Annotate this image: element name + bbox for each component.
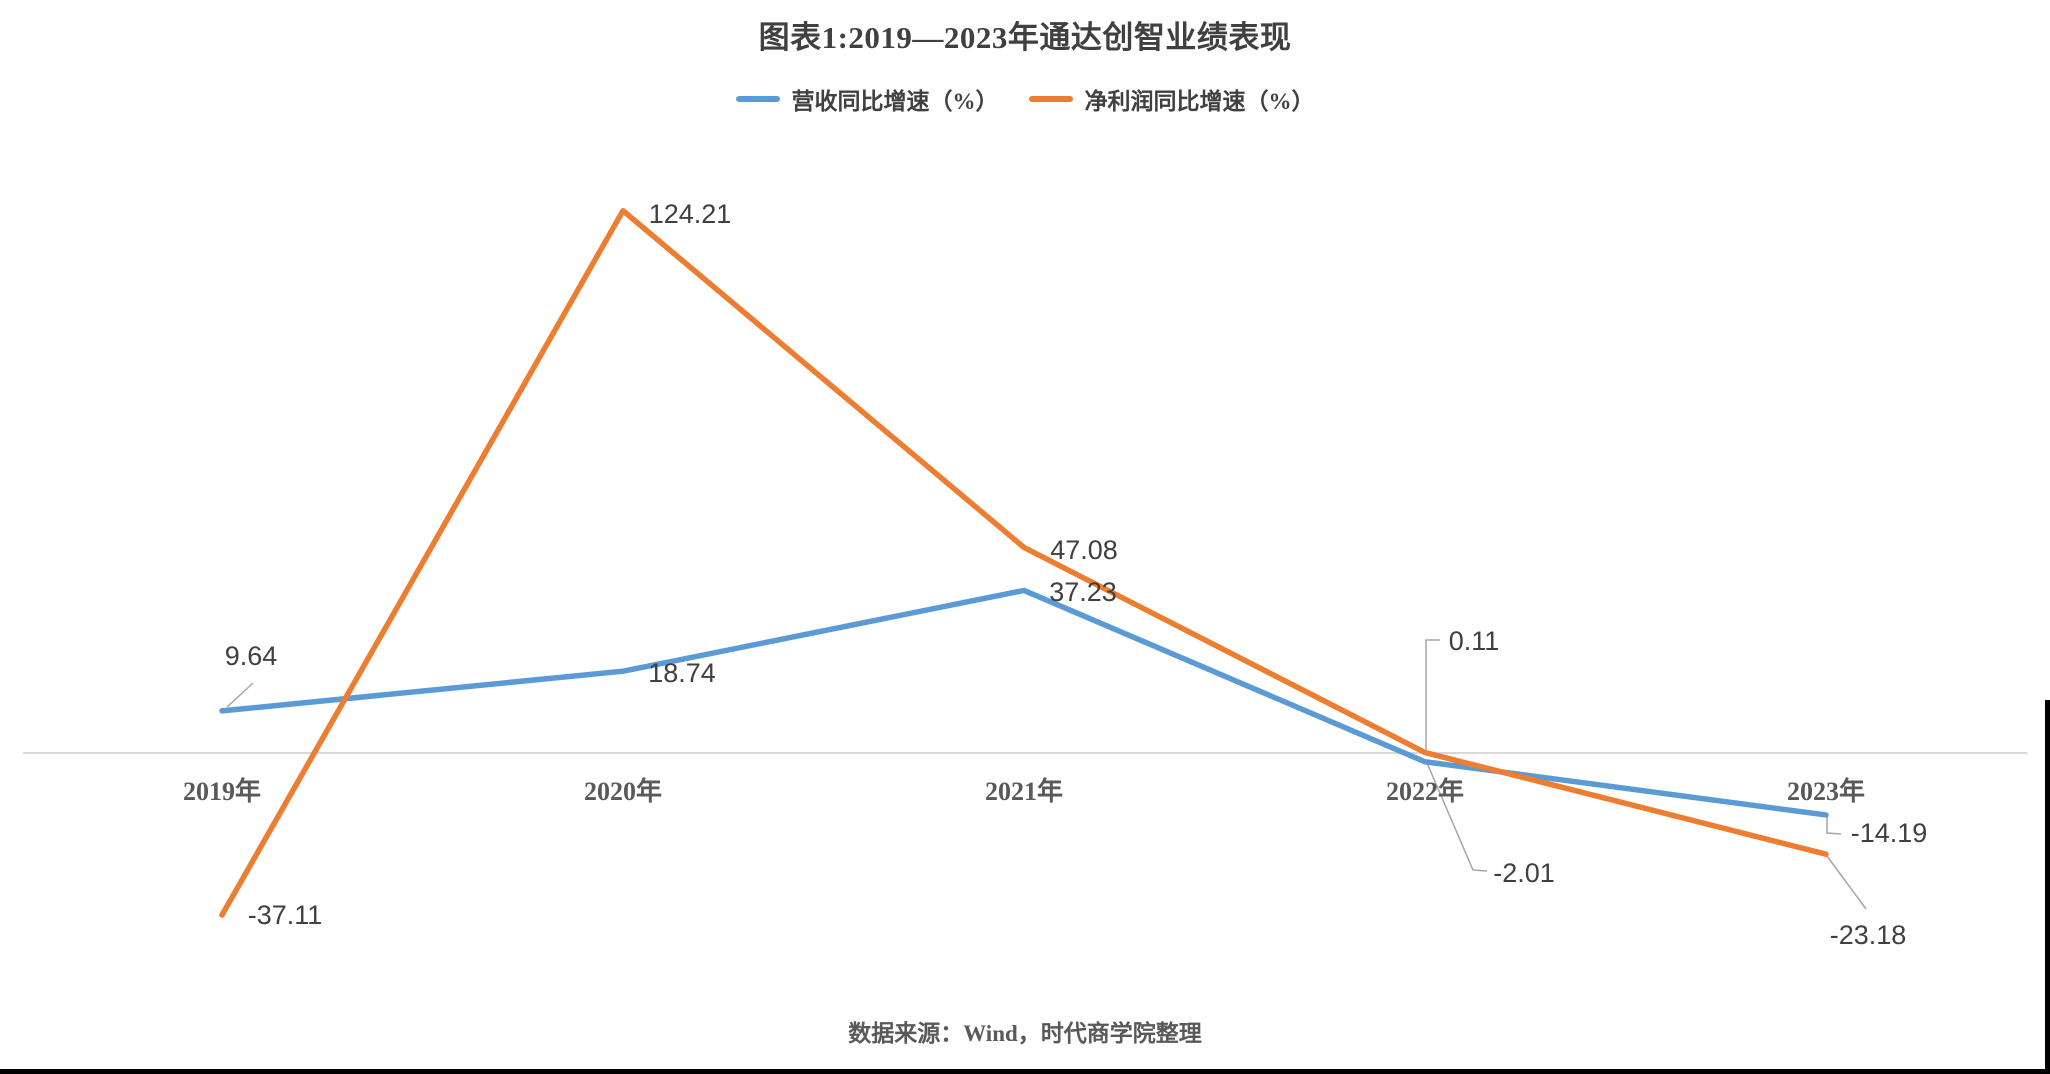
- legend-item-net-profit: 净利润同比增速（%）: [1028, 82, 1315, 116]
- x-axis-label: 2020年: [584, 776, 662, 806]
- net-profit-line: [219, 207, 1829, 918]
- data-label: 37.23: [1049, 577, 1117, 607]
- data-label: 47.08: [1050, 535, 1118, 565]
- legend-marker-revenue-line-icon: [735, 96, 780, 102]
- legend-label-net-profit: 净利润同比增速（%）: [1084, 89, 1315, 114]
- data-label-leader-line: [1425, 639, 1440, 750]
- data-label: 124.21: [649, 199, 732, 229]
- chart-title: 图表1:2019—2023年通达创智业绩表现: [758, 20, 1292, 55]
- data-label: 9.64: [225, 641, 278, 671]
- data-label: -37.11: [248, 900, 323, 930]
- data-label-leader-line: [1426, 762, 1488, 872]
- data-label: -14.19: [1851, 818, 1928, 848]
- legend-label-revenue: 营收同比增速（%）: [791, 89, 999, 114]
- data-label: 0.11: [1449, 626, 1500, 656]
- data-label: 18.74: [648, 658, 716, 688]
- data-label-leader-line: [1826, 816, 1842, 835]
- x-axis-label: 2021年: [985, 776, 1063, 806]
- legend-item-revenue: 营收同比增速（%）: [735, 82, 999, 116]
- data-label-leader-line: [226, 682, 254, 708]
- data-label-leader-line: [1826, 855, 1867, 910]
- chart-legend: 营收同比增速（%） 净利润同比增速（%）: [0, 82, 2050, 116]
- x-axis-label: 2019年: [183, 776, 261, 806]
- x-axis-label: 2022年: [1386, 776, 1464, 806]
- data-label: -23.18: [1830, 920, 1907, 950]
- revenue-line: [219, 587, 1829, 818]
- source-note: 数据来源：Wind，时代商学院整理: [848, 1021, 1202, 1046]
- x-axis-label: 2023年: [1787, 776, 1865, 806]
- page-border-right: [2045, 700, 2050, 1074]
- data-label: -2.01: [1493, 858, 1555, 888]
- legend-marker-net-profit-line-icon: [1028, 96, 1073, 102]
- page-border-bottom: [0, 1069, 2050, 1074]
